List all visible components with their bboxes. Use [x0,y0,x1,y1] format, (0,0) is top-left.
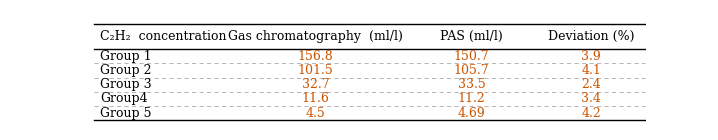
Text: Deviation (%): Deviation (%) [548,30,635,43]
Text: Group 2: Group 2 [100,64,151,77]
Text: 4.69: 4.69 [457,107,485,120]
Text: Group 1: Group 1 [100,50,151,63]
Text: PAS (ml/l): PAS (ml/l) [440,30,503,43]
Text: Group4: Group4 [100,92,147,105]
Text: 11.2: 11.2 [457,92,485,105]
Text: 33.5: 33.5 [457,78,485,91]
Text: 156.8: 156.8 [298,50,334,63]
Text: 4.2: 4.2 [582,107,601,120]
Text: 11.6: 11.6 [302,92,330,105]
Text: C₂H₂  concentration: C₂H₂ concentration [100,30,226,43]
Text: 101.5: 101.5 [298,64,334,77]
Text: 3.9: 3.9 [582,50,601,63]
Text: 3.4: 3.4 [582,92,601,105]
Text: 2.4: 2.4 [582,78,601,91]
Text: 4.1: 4.1 [582,64,601,77]
Text: Group 5: Group 5 [100,107,151,120]
Text: 32.7: 32.7 [302,78,330,91]
Text: Gas chromatography  (ml/l): Gas chromatography (ml/l) [228,30,404,43]
Text: 105.7: 105.7 [454,64,489,77]
Text: Group 3: Group 3 [100,78,151,91]
Text: 4.5: 4.5 [306,107,326,120]
Text: 150.7: 150.7 [454,50,489,63]
